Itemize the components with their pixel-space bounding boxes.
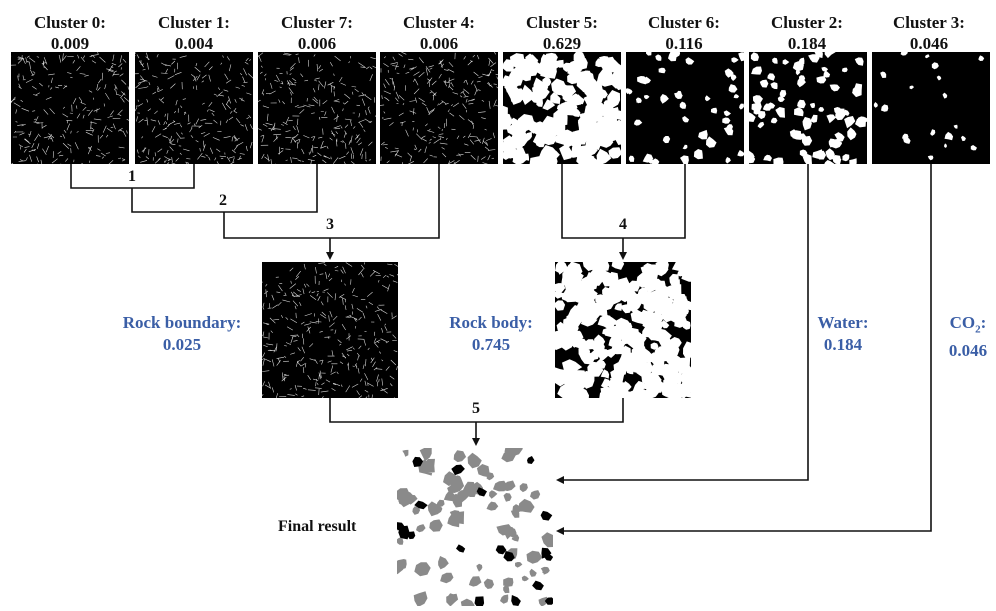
rock-body-name: Rock body: [449,313,533,332]
cluster-7-title: Cluster 7: 0.006 [247,12,387,54]
co2-subscript: 2 [975,323,981,336]
cluster-0-value: 0.009 [50,34,90,53]
co2-value: 0.046 [948,341,988,361]
final-result-image [397,448,553,606]
water-label: Water: 0.184 [808,312,878,356]
cluster-3-value: 0.046 [909,34,949,53]
cluster-7-value: 0.006 [297,34,337,53]
rock-body-image [555,262,691,398]
water-value: 0.184 [823,335,863,354]
step-4-label: 4 [619,216,627,233]
cluster-2-value: 0.184 [787,34,827,53]
rock-boundary-label: Rock boundary: 0.025 [112,312,252,356]
cluster-6-value: 0.116 [665,34,703,53]
cluster-0-name: Cluster 0: [34,13,106,32]
co2-colon: : [980,313,987,332]
cluster-1-title: Cluster 1: 0.004 [124,12,264,54]
cluster-1-image [135,52,253,164]
merge-line-3 [223,164,440,239]
co2-base: CO [949,313,976,332]
cluster-6-image [626,52,744,164]
cluster-3-name: Cluster 3: [893,13,965,32]
cluster-2-title: Cluster 2: 0.184 [737,12,877,54]
cluster-3-title: Cluster 3: 0.046 [859,12,996,54]
step-5-label: 5 [472,400,480,417]
rock-boundary-image [262,262,398,398]
rock-boundary-name: Rock boundary: [122,313,242,332]
final-result-label: Final result [278,518,357,535]
cluster-4-name: Cluster 4: [403,13,475,32]
rock-boundary-value: 0.025 [162,335,202,354]
cluster-2-image [749,52,867,164]
rock-body-value: 0.745 [471,335,511,354]
cluster-0-title: Cluster 0: 0.009 [0,12,140,54]
cluster-4-image [380,52,498,164]
step-3-label: 3 [326,216,334,233]
cluster-0-image [11,52,129,164]
rock-body-label: Rock body: 0.745 [436,312,546,356]
cluster-1-name: Cluster 1: [158,13,230,32]
cluster-5-name: Cluster 5: [526,13,598,32]
cluster-6-name: Cluster 6: [648,13,720,32]
cluster-3-image [872,52,990,164]
cluster-5-value: 0.629 [542,34,582,53]
step-1-label: 1 [128,168,136,185]
cluster-5-image [503,52,621,164]
cluster-4-value: 0.006 [419,34,459,53]
step-2-label: 2 [219,192,227,209]
cluster-4-title: Cluster 4: 0.006 [369,12,509,54]
water-line [556,164,809,484]
cluster-2-name: Cluster 2: [771,13,843,32]
cluster-7-name: Cluster 7: [281,13,353,32]
cluster-7-image [258,52,376,164]
co2-line [556,164,932,535]
cluster-6-title: Cluster 6: 0.116 [614,12,754,54]
cluster-5-title: Cluster 5: 0.629 [492,12,632,54]
water-name: Water: [817,313,869,332]
co2-name: CO2: [938,312,996,340]
co2-label: CO2: 0.046 [938,312,996,362]
cluster-1-value: 0.004 [174,34,214,53]
